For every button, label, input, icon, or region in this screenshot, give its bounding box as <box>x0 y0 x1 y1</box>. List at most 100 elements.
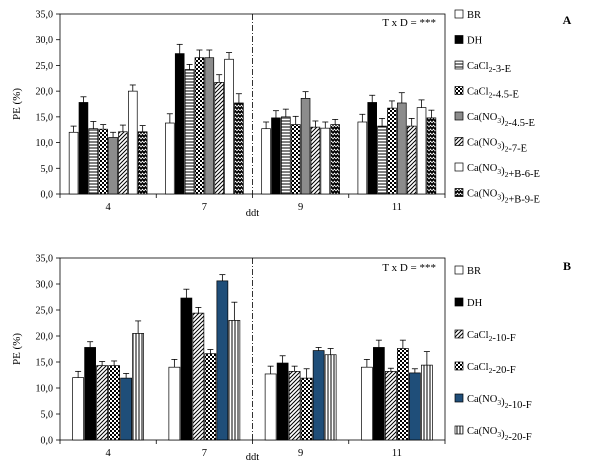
y-tick-label: 20,0 <box>36 332 54 343</box>
bar <box>416 107 427 195</box>
x-tick-label: 11 <box>392 448 402 459</box>
x-tick-label: 7 <box>202 202 207 213</box>
bar <box>387 107 397 195</box>
significance-annotation: T x D = *** <box>382 17 436 29</box>
legend-swatch <box>454 297 464 307</box>
bar <box>324 354 337 441</box>
bar <box>216 280 229 441</box>
y-axis-label: PE (%) <box>11 88 23 120</box>
legend-label: DH <box>467 298 483 309</box>
y-tick-label: 15,0 <box>36 358 54 369</box>
legend-label: CaCl2-3-E <box>467 61 511 75</box>
bar <box>330 124 340 195</box>
bar <box>271 117 281 195</box>
y-tick-label: 15,0 <box>36 112 54 123</box>
bar <box>300 377 313 441</box>
bar <box>174 53 185 195</box>
x-tick-label: 11 <box>392 202 402 213</box>
y-tick-label: 20,0 <box>36 87 54 98</box>
y-axis-label: PE (%) <box>11 333 23 365</box>
legend-swatch <box>454 329 464 339</box>
bar <box>108 365 120 441</box>
legend-label: Ca(NO3)2-20-F <box>467 426 532 443</box>
y-tick-label: 30,0 <box>36 35 54 46</box>
y-tick-label: 30,0 <box>36 280 54 291</box>
bar <box>118 131 128 195</box>
bar <box>312 350 325 441</box>
bar <box>88 128 99 195</box>
bar <box>300 97 311 195</box>
legend-label: Ca(NO3)2-10-F <box>467 394 532 411</box>
legend-label: DH <box>467 36 483 47</box>
bar <box>234 102 244 195</box>
bar <box>108 137 118 195</box>
x-tick-label: 7 <box>202 448 207 459</box>
legend-swatch <box>454 35 464 44</box>
bar <box>137 131 148 195</box>
bar <box>357 121 368 195</box>
y-tick-label: 5,0 <box>41 410 54 421</box>
y-tick-label: 10,0 <box>36 384 54 395</box>
legend-swatch <box>454 162 464 172</box>
panel-label: A <box>563 13 572 27</box>
bar <box>361 366 373 441</box>
bar <box>132 333 144 441</box>
bar <box>204 57 215 195</box>
x-axis-label: ddt <box>246 208 260 219</box>
bar <box>397 348 409 441</box>
chart-panel-b: 0,0 5,0 10,0 15,0 20,0 25,0 30,0 35,0 PE (%) 4 7 9 1… <box>11 254 571 464</box>
bar <box>228 320 241 441</box>
bar <box>168 366 181 441</box>
legend-swatch <box>454 265 464 275</box>
legend-label: Ca(NO3)2-4.5-E <box>467 112 535 129</box>
bar <box>98 128 108 195</box>
x-axis-label: ddt <box>246 452 260 463</box>
legend-swatch <box>454 86 464 95</box>
bar <box>214 82 224 195</box>
y-tick-label: 10,0 <box>36 138 54 149</box>
bar <box>406 125 417 195</box>
bar <box>78 102 89 195</box>
bar <box>194 57 205 195</box>
y-tick-label: 25,0 <box>36 61 54 72</box>
x-tick-label: 4 <box>106 448 112 459</box>
bar <box>377 125 387 195</box>
legend-swatch <box>454 137 464 146</box>
bar <box>204 353 217 441</box>
bar <box>426 117 437 195</box>
legend-label: BR <box>467 266 481 277</box>
legend-swatch <box>454 425 464 435</box>
legend-label: CaCl2-10-F <box>467 330 516 344</box>
bar <box>192 312 205 441</box>
bar <box>264 373 277 441</box>
chart-panel-a: 0,0 5,0 10,0 15,0 20,0 25,0 30,0 35,0 PE (%) 4 7 9 1… <box>11 10 572 220</box>
bar <box>165 122 175 195</box>
bar <box>421 364 433 441</box>
legend-swatch <box>454 188 464 197</box>
bar <box>84 347 96 441</box>
panel-label: B <box>563 259 571 273</box>
x-tick-label: 4 <box>106 202 112 213</box>
bar <box>290 124 301 195</box>
legend-label: Ca(NO3)2+B-6-E <box>467 163 540 180</box>
bar <box>128 90 138 195</box>
y-tick-label: 5,0 <box>41 164 54 175</box>
y-tick-label: 35,0 <box>36 254 54 265</box>
legend-swatch <box>454 393 464 403</box>
legend-label: Ca(NO3)2-7-E <box>467 138 527 155</box>
bar <box>261 128 271 195</box>
bar <box>281 116 291 195</box>
legend-label: Ca(NO3)2+B-9-E <box>467 189 540 206</box>
bar <box>276 362 289 441</box>
bar <box>385 371 397 441</box>
x-tick-label: 9 <box>298 202 303 213</box>
legend-swatch <box>454 9 464 19</box>
y-tick-label: 35,0 <box>36 10 54 21</box>
x-tick-label: 9 <box>298 448 303 459</box>
legend-swatch <box>454 111 464 121</box>
bar <box>310 126 321 195</box>
y-tick-label: 25,0 <box>36 306 54 317</box>
bar <box>120 377 132 441</box>
significance-annotation: T x D = *** <box>382 262 436 274</box>
